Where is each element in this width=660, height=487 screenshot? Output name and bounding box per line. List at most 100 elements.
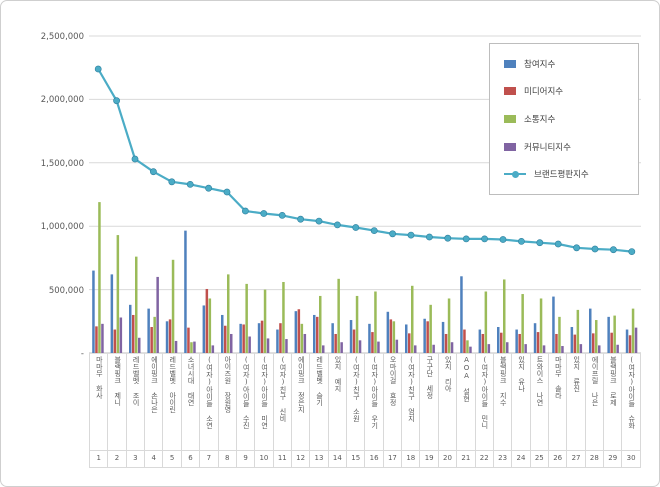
category-label-8: 아이즈원 장원영 — [218, 353, 237, 451]
category-label-6: 소녀시대 태연 — [181, 353, 201, 451]
line-marker-cat4 — [149, 168, 157, 176]
line-marker-cat29 — [610, 246, 617, 254]
bar-series2-cat9 — [242, 324, 245, 353]
line-marker-cat16 — [370, 227, 378, 234]
bar-series3-cat28 — [595, 320, 598, 353]
bars-layer — [92, 202, 638, 353]
category-rank-17: 17 — [383, 451, 403, 468]
bar-series2-cat19 — [426, 321, 429, 353]
bar-series4-cat1 — [101, 323, 104, 353]
category-rank-15: 15 — [347, 451, 366, 468]
bar-series3-cat13 — [319, 295, 322, 353]
bar-series4-cat20 — [450, 342, 454, 353]
legend-bar-marker-icon — [504, 59, 516, 68]
bar-series4-cat18 — [414, 345, 417, 353]
category-label-10: (여자)아이들 미연 — [255, 353, 274, 451]
category-label-25: 트와이스 나연 — [530, 353, 549, 451]
bar-series4-cat26 — [561, 346, 564, 353]
legend-item-brand-reputation-index: 브랜드평판지수 — [504, 168, 638, 180]
bar-series4-cat22 — [487, 344, 491, 353]
line-marker-cat17 — [389, 230, 396, 238]
line-marker-cat8 — [223, 188, 231, 196]
category-label-15: (여자)친구 소원 — [347, 353, 366, 451]
legend-item-participation-index: 참여지수 — [504, 58, 638, 70]
bar-series2-cat7 — [205, 288, 209, 353]
category-rank-22: 22 — [475, 451, 494, 468]
bar-series1-cat30 — [625, 329, 629, 353]
bar-series3-cat9 — [245, 283, 248, 353]
category-label-27: 있지 류진 — [567, 353, 586, 451]
bar-series4-cat19 — [432, 344, 435, 353]
category-label-24: 있지 유나 — [512, 353, 531, 451]
bar-series3-cat15 — [355, 295, 359, 353]
category-rank-25: 25 — [530, 451, 549, 468]
bar-series4-cat13 — [322, 345, 325, 353]
line-marker-cat27 — [573, 244, 580, 252]
legend-line-marker-icon — [504, 170, 526, 178]
bar-series4-cat15 — [358, 340, 362, 353]
category-label-26: 마마무 솔라 — [548, 353, 568, 451]
bar-series2-cat11 — [279, 323, 282, 353]
bar-series3-cat12 — [300, 323, 304, 353]
line-marker-cat11 — [278, 211, 286, 219]
bar-series1-cat27 — [570, 327, 574, 353]
bar-series4-cat3 — [138, 337, 141, 353]
legend-item-community-index: 커뮤니티지수 — [504, 141, 638, 153]
line-marker-cat18 — [407, 231, 415, 239]
bar-series1-cat6 — [184, 230, 187, 353]
category-label-20: 있지 리아 — [438, 353, 458, 451]
category-label-23: 블랙핑크 지수 — [493, 353, 513, 451]
category-rank-2: 2 — [108, 451, 127, 468]
category-label-3: 레드벨벳 조이 — [126, 353, 146, 451]
legend-item-media-index: 미디어지수 — [504, 85, 638, 97]
line-marker-cat25 — [536, 239, 544, 247]
category-label-1: 마마무 화사 — [90, 353, 109, 451]
line-marker-cat6 — [186, 180, 194, 188]
line-marker-cat26 — [554, 240, 562, 248]
bar-series1-cat17 — [386, 311, 390, 353]
y-axis-tick-label: 2,000,000 — [41, 95, 84, 105]
bar-series3-cat25 — [539, 298, 543, 353]
bar-series2-cat14 — [334, 333, 337, 353]
bar-series4-cat16 — [377, 341, 380, 353]
bar-series3-cat6 — [190, 342, 193, 353]
category-label-11: (여자)친구 신비 — [273, 353, 292, 451]
bar-series1-cat20 — [441, 321, 445, 353]
bar-series1-cat22 — [478, 329, 482, 353]
category-label-7: (여자)아이들 소연 — [200, 353, 219, 451]
line-marker-cat30 — [628, 248, 636, 255]
bar-series3-cat20 — [447, 298, 451, 353]
line-marker-cat20 — [444, 234, 452, 242]
bar-series1-cat28 — [589, 308, 592, 353]
legend-label: 참여지수 — [524, 59, 556, 70]
category-label-16: (여자)아이들 우기 — [365, 353, 384, 451]
bar-series3-cat21 — [466, 340, 469, 353]
bar-series2-cat15 — [352, 329, 356, 353]
bar-series2-cat23 — [500, 332, 503, 353]
bar-series3-cat11 — [282, 281, 285, 353]
bar-series1-cat3 — [129, 304, 132, 353]
bar-series4-cat8 — [230, 333, 233, 353]
category-label-9: (여자)아이들 수진 — [236, 353, 256, 451]
bar-series2-cat2 — [113, 329, 117, 353]
line-marker-cat28 — [591, 245, 599, 253]
category-rank-24: 24 — [512, 451, 531, 468]
y-axis-tick-label: 500,000 — [49, 286, 84, 296]
line-marker-cat24 — [518, 237, 525, 245]
bar-series2-cat21 — [463, 329, 466, 353]
category-rank-8: 8 — [218, 451, 237, 468]
brand-index-line-layer — [94, 65, 636, 255]
bar-series2-cat10 — [260, 320, 264, 353]
category-label-12: 에이핑크 정은지 — [291, 353, 311, 451]
line-marker-cat13 — [315, 217, 323, 225]
bar-series3-cat30 — [631, 308, 635, 353]
y-axis-tick-label: 1,500,000 — [41, 159, 84, 169]
bar-series2-cat25 — [536, 332, 540, 353]
line-marker-cat14 — [333, 221, 341, 229]
bar-series1-cat25 — [533, 323, 537, 353]
bar-series4-cat23 — [506, 342, 509, 353]
bar-series3-cat22 — [484, 291, 488, 353]
bar-series4-cat30 — [634, 327, 638, 353]
bar-series1-cat21 — [460, 276, 463, 353]
bar-series4-cat11 — [285, 339, 288, 353]
